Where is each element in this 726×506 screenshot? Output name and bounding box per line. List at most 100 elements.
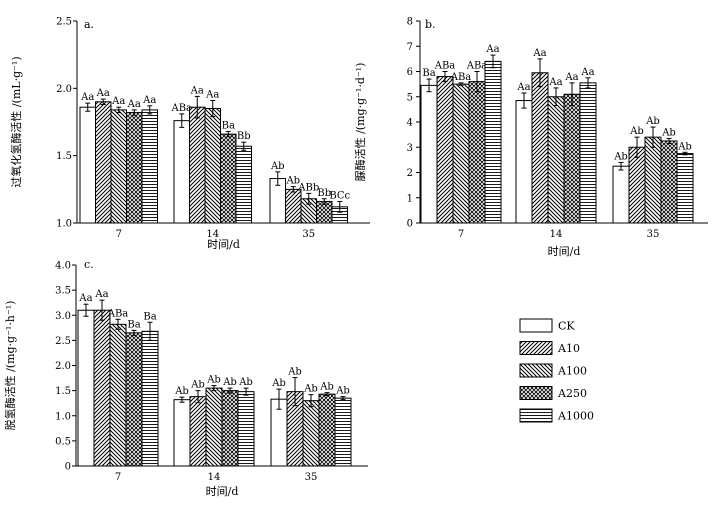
bar-ck-day-7 [420, 84, 438, 224]
bar-ck-day-7 [79, 106, 96, 224]
y-tick-label: 3 [407, 143, 413, 154]
legend-label-a10: A10 [557, 342, 580, 355]
y-tick-label: 1.5 [56, 151, 72, 162]
bar-a100-day-7 [109, 323, 127, 467]
bar-a1000-day-35 [676, 153, 694, 224]
significance-label: ABa [170, 103, 192, 114]
bar-a10-day-35 [285, 188, 302, 224]
y-tick-label: 5 [407, 92, 413, 103]
y-tick-label: 6 [407, 67, 413, 78]
y-tick-label: 1.5 [55, 386, 71, 397]
y-tick-label: 2.5 [56, 17, 72, 28]
chart-legend: CK A10 A100 A250 A1000 [519, 318, 594, 423]
x-axis-title: 时间/d [206, 485, 239, 498]
significance-label: Ab [335, 386, 350, 397]
significance-label: Aa [205, 89, 219, 100]
bar-ck-day-14 [173, 120, 190, 224]
bar-a10-day-14 [189, 106, 206, 224]
y-tick-label: 1.0 [55, 411, 71, 422]
significance-label: Aa [127, 99, 141, 110]
legend-label-a100: A100 [557, 365, 587, 378]
y-tick-label: 3.5 [55, 286, 71, 297]
bar-a100-day-14 [204, 108, 221, 224]
bar-ck-day-7 [77, 309, 95, 467]
bar-a100-day-14 [547, 96, 565, 224]
legend-swatch-ck [519, 318, 553, 333]
bar-a10-day-14 [189, 396, 207, 467]
bar-a100-day-14 [205, 387, 223, 467]
significance-label: ABa [434, 61, 456, 72]
significance-label: ABa [450, 72, 472, 83]
bar-a100-day-7 [452, 83, 470, 224]
y-tick-label: 2.5 [55, 336, 71, 347]
significance-label: Bb [237, 131, 251, 142]
significance-label: Ab [613, 151, 628, 162]
legend-swatch-a250 [519, 386, 553, 400]
bar-a250-day-35 [318, 393, 336, 467]
x-tick-label: 35 [302, 229, 315, 240]
panel-label: c. [84, 258, 94, 271]
significance-label: Aa [94, 289, 108, 300]
significance-label: Ab [303, 384, 318, 395]
significance-label: Ab [661, 127, 676, 138]
x-tick-label: 14 [208, 472, 221, 483]
y-tick-label: 4 [407, 118, 413, 129]
bar-a250-day-14 [563, 93, 581, 224]
significance-label: Ba [422, 68, 435, 79]
significance-label: Aa [485, 44, 499, 55]
x-axis-title: 时间/d [548, 245, 581, 258]
bar-a100-day-35 [302, 400, 320, 467]
significance-label: Ab [190, 380, 205, 391]
significance-label: Aa [96, 88, 110, 99]
significance-label: ABb [297, 182, 319, 193]
x-tick-label: 7 [458, 229, 464, 240]
y-tick-label: 0.5 [55, 436, 71, 447]
significance-label: Ab [677, 141, 692, 152]
legend-label-a250: A250 [557, 387, 587, 400]
significance-label: ABa [107, 308, 129, 319]
bar-a250-day-7 [125, 332, 143, 467]
bar-a100-day-35 [644, 136, 662, 224]
panel-c: 00.51.01.52.02.53.03.54.0Aa AaABaBaBa7AbA… [3, 258, 368, 498]
y-tick-label: 7 [407, 42, 413, 53]
significance-label: Aa [80, 92, 94, 103]
bar-a10-day-7 [436, 76, 454, 224]
significance-label: Ba [143, 311, 156, 322]
bar-a1000-day-7 [484, 60, 502, 224]
significance-label: Aa [548, 77, 562, 88]
legend-swatch-a10 [519, 341, 553, 355]
y-axis-title: 脱氢酶活性 /(mg·g⁻¹·h⁻¹) [3, 301, 17, 431]
x-tick-label: 7 [115, 472, 121, 483]
bar-a100-day-7 [110, 109, 127, 224]
bar-a10-day-7 [95, 101, 112, 224]
x-tick-label: 35 [647, 229, 660, 240]
bar-a250-day-35 [316, 200, 333, 224]
significance-label: ABa [466, 61, 488, 72]
bar-a1000-day-14 [237, 391, 255, 467]
significance-label: Ab [271, 378, 286, 389]
significance-label: Ab [287, 367, 302, 378]
y-tick-label: 4.0 [55, 261, 71, 272]
y-tick-label: 1.0 [56, 219, 72, 230]
bar-a250-day-14 [220, 133, 237, 224]
x-tick-label: 14 [550, 229, 563, 240]
x-tick-label: 35 [305, 472, 318, 483]
y-tick-label: 0 [65, 462, 71, 473]
bar-a1000-day-14 [235, 145, 252, 224]
significance-label: Aa [580, 67, 594, 78]
significance-label: Ba [127, 319, 140, 330]
panel-label: b. [425, 18, 436, 31]
significance-label: Ba [222, 120, 235, 131]
bar-a1000-day-7 [141, 109, 158, 224]
significance-label: Ab [206, 375, 221, 386]
legend-swatch-a100 [519, 363, 553, 378]
y-tick-label: 2.0 [55, 361, 71, 372]
significance-label: Ab [629, 126, 644, 137]
legend-label-a1000: A1000 [557, 410, 594, 423]
significance-label: Ab [319, 382, 334, 393]
significance-label: Ab [238, 377, 253, 388]
y-tick-label: 0 [407, 219, 413, 230]
